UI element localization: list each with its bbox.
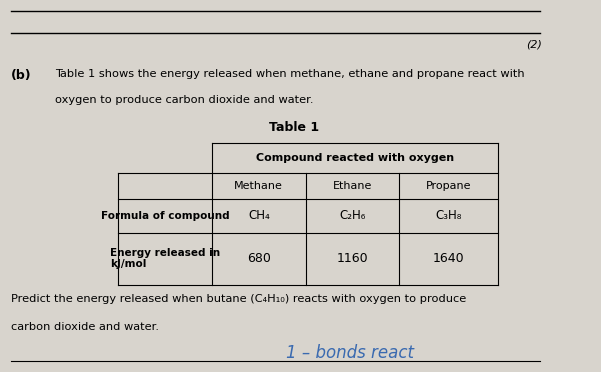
Text: 1160: 1160 xyxy=(337,252,368,265)
Text: Ethane: Ethane xyxy=(333,181,372,191)
Text: Compound reacted with oxygen: Compound reacted with oxygen xyxy=(256,153,454,163)
Text: 1 – bonds react: 1 – bonds react xyxy=(286,344,414,362)
Text: C₃H₈: C₃H₈ xyxy=(436,209,462,222)
Text: Table 1 shows the energy released when methane, ethane and propane react with: Table 1 shows the energy released when m… xyxy=(55,69,525,79)
Text: Energy released in
kJ/mol: Energy released in kJ/mol xyxy=(110,248,220,269)
Text: (b): (b) xyxy=(11,69,32,82)
Text: 680: 680 xyxy=(247,252,270,265)
Text: Predict the energy released when butane (C₄H₁₀) reacts with oxygen to produce: Predict the energy released when butane … xyxy=(11,294,466,304)
Text: carbon dioxide and water.: carbon dioxide and water. xyxy=(11,322,159,332)
Text: oxygen to produce carbon dioxide and water.: oxygen to produce carbon dioxide and wat… xyxy=(55,95,314,105)
Text: C₂H₆: C₂H₆ xyxy=(339,209,365,222)
Text: Table 1: Table 1 xyxy=(269,121,320,134)
Text: Propane: Propane xyxy=(426,181,471,191)
Text: Formula of compound: Formula of compound xyxy=(101,211,230,221)
Text: Methane: Methane xyxy=(234,181,283,191)
Text: (2): (2) xyxy=(526,39,542,49)
Text: CH₄: CH₄ xyxy=(248,209,270,222)
Text: 1640: 1640 xyxy=(433,252,465,265)
